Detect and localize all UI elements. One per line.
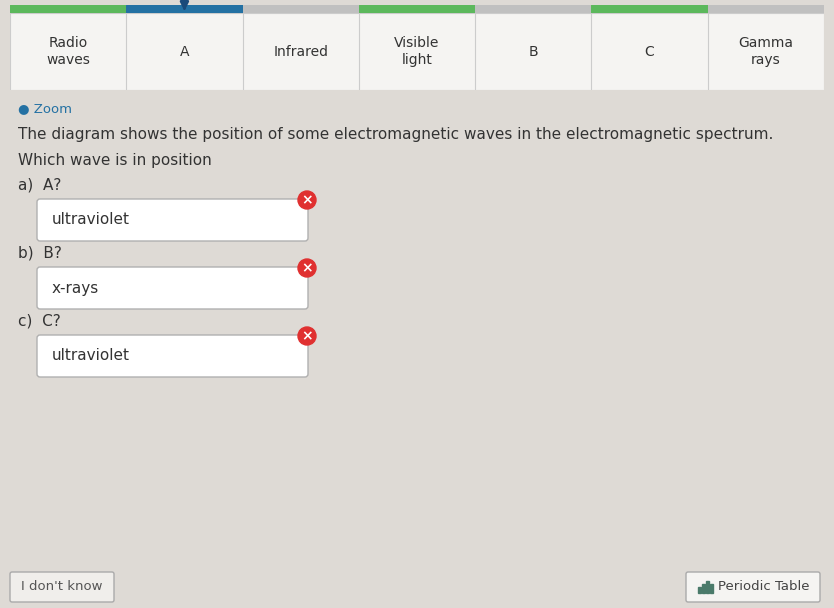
- Bar: [698, 587, 701, 593]
- FancyBboxPatch shape: [37, 199, 308, 241]
- Circle shape: [298, 259, 316, 277]
- Text: I don't know: I don't know: [21, 581, 103, 593]
- Text: b)  B?: b) B?: [18, 246, 62, 260]
- Text: ×: ×: [301, 193, 313, 207]
- Text: Gamma
rays: Gamma rays: [738, 36, 793, 67]
- Text: ● Zoom: ● Zoom: [18, 103, 72, 116]
- Text: Infrared: Infrared: [274, 44, 329, 58]
- Text: x-rays: x-rays: [52, 280, 99, 295]
- Bar: [710, 584, 713, 593]
- Text: ×: ×: [301, 261, 313, 275]
- FancyBboxPatch shape: [37, 335, 308, 377]
- FancyBboxPatch shape: [37, 267, 308, 309]
- Text: The diagram shows the position of some electromagnetic waves in the electromagne: The diagram shows the position of some e…: [18, 128, 773, 142]
- FancyBboxPatch shape: [686, 572, 820, 602]
- Bar: [706, 581, 709, 593]
- Text: Which wave is in position: Which wave is in position: [18, 153, 212, 168]
- Text: a)  A?: a) A?: [18, 178, 62, 193]
- Text: C: C: [645, 44, 655, 58]
- Text: c)  C?: c) C?: [18, 314, 61, 328]
- Text: ×: ×: [301, 329, 313, 343]
- Text: A: A: [179, 44, 189, 58]
- Bar: [702, 584, 705, 593]
- Text: Radio
waves: Radio waves: [46, 36, 90, 67]
- Text: ultraviolet: ultraviolet: [52, 348, 130, 364]
- Text: Visible
light: Visible light: [394, 36, 440, 67]
- Text: ultraviolet: ultraviolet: [52, 213, 130, 227]
- Circle shape: [298, 191, 316, 209]
- Text: B: B: [529, 44, 538, 58]
- Circle shape: [298, 327, 316, 345]
- FancyBboxPatch shape: [10, 572, 114, 602]
- Text: Periodic Table: Periodic Table: [718, 581, 810, 593]
